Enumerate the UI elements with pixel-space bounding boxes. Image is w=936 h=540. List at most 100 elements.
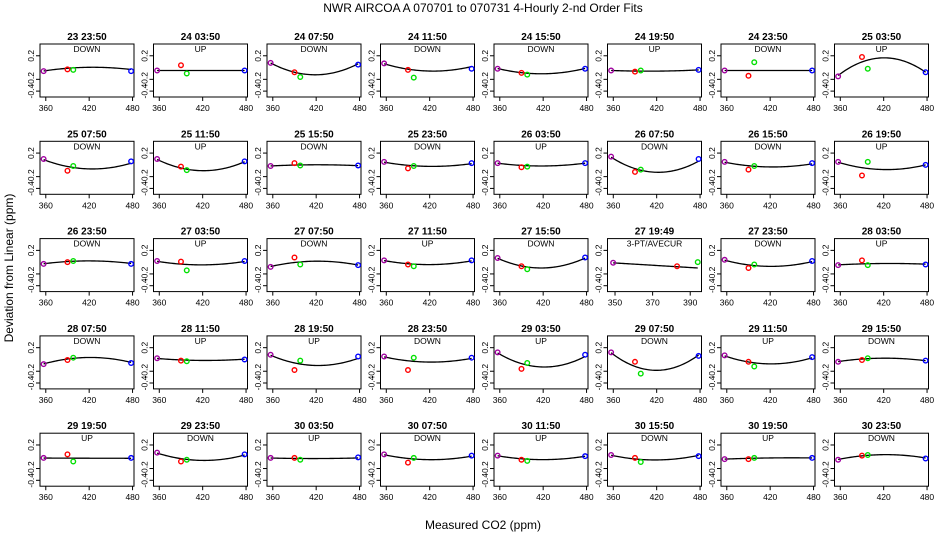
panel-mode-label: UP [195, 239, 207, 249]
data-point [241, 257, 248, 264]
y-tick-label: -0.4 [26, 473, 36, 488]
x-tick-label: 420 [650, 395, 664, 405]
y-tick-label: -0.2 [707, 364, 717, 379]
data-point [404, 261, 411, 268]
plot-frame [493, 432, 589, 487]
panel-mode-label: UP [195, 44, 207, 54]
fit-curve [270, 457, 359, 460]
data-point [835, 73, 842, 80]
y-tick-label: -0.4 [140, 278, 150, 293]
data-point [922, 161, 929, 168]
plot-frame [834, 140, 929, 195]
panel-mode-label: DOWN [641, 433, 668, 443]
y-tick-label: -0.4 [594, 375, 604, 390]
x-axis-label: Measured CO2 (ppm) [425, 518, 541, 532]
y-tick-label: 0.2 [821, 439, 831, 451]
plot-frame [266, 43, 362, 98]
data-point [922, 261, 929, 268]
y-tick-label: -0.2 [140, 72, 150, 87]
plot-frame [607, 335, 702, 390]
x-tick-label: 360 [152, 395, 166, 405]
data-point [494, 452, 501, 459]
x-tick-label: 420 [877, 298, 891, 308]
x-tick-label: 420 [82, 200, 96, 210]
data-point [64, 167, 71, 174]
y-tick-label: -0.4 [821, 473, 831, 488]
y-tick-label: 0.2 [707, 439, 717, 451]
plot-frame [607, 140, 702, 195]
data-point [241, 356, 248, 363]
data-point [404, 66, 411, 73]
y-tick-label: -0.4 [367, 84, 377, 99]
data-point [494, 65, 501, 72]
data-point [524, 266, 531, 273]
data-point [518, 69, 525, 76]
y-tick-label: -0.4 [253, 375, 263, 390]
x-tick-label: 360 [720, 200, 734, 210]
data-point [267, 59, 274, 66]
data-point [355, 262, 362, 269]
x-tick-label: 420 [423, 200, 437, 210]
x-tick-label: 420 [82, 492, 96, 502]
y-tick-label: 0.2 [707, 50, 717, 62]
data-point [468, 452, 475, 459]
y-tick-label: -0.4 [26, 278, 36, 293]
data-point [381, 257, 388, 264]
panel-title: 30 23:50 [862, 421, 902, 432]
y-tick-label: -0.4 [594, 84, 604, 99]
fit-curve [43, 260, 132, 265]
data-point [858, 257, 865, 264]
y-tick-label: -0.2 [253, 72, 263, 87]
y-tick-label: -0.4 [140, 181, 150, 196]
fit-curve [270, 260, 359, 268]
data-point [267, 454, 274, 461]
data-point [381, 451, 388, 458]
panel-mode-label: DOWN [755, 141, 782, 151]
x-tick-label: 360 [152, 298, 166, 308]
data-point [128, 260, 135, 267]
data-point [751, 261, 758, 268]
panel-title: 29 03:50 [521, 324, 561, 335]
y-tick-label: 0.2 [253, 439, 263, 451]
data-point [291, 367, 298, 374]
x-tick-label: 360 [606, 103, 620, 113]
fit-curve [383, 356, 472, 363]
fit-curve [497, 352, 586, 368]
data-point [745, 456, 752, 463]
x-tick-label: 360 [39, 298, 53, 308]
data-point [64, 357, 71, 364]
plot-frame [153, 335, 248, 390]
x-tick-label: 420 [763, 103, 777, 113]
data-point [297, 456, 304, 463]
panel-title: 29 15:50 [862, 324, 902, 335]
x-tick-label: 420 [309, 298, 323, 308]
data-point [70, 163, 77, 170]
x-tick-label: 360 [720, 103, 734, 113]
panel-title: 27 03:50 [181, 227, 221, 238]
panel-mode-label: UP [876, 44, 888, 54]
y-tick-label: 0.2 [821, 342, 831, 354]
x-tick-label: 360 [379, 395, 393, 405]
x-tick-label: 480 [352, 103, 366, 113]
x-tick-label: 360 [266, 200, 280, 210]
x-tick-label: 360 [379, 298, 393, 308]
x-tick-label: 420 [309, 492, 323, 502]
panel-title: 29 19:50 [67, 421, 107, 432]
panel-title: 29 07:50 [635, 324, 675, 335]
data-point [154, 355, 161, 362]
figure-title: NWR AIRCOA A 070701 to 070731 4-Hourly 2… [323, 1, 643, 15]
panel-title: 25 15:50 [294, 129, 334, 140]
y-tick-label: -0.4 [26, 181, 36, 196]
x-tick-label: 480 [466, 492, 480, 502]
data-point [183, 167, 190, 174]
y-tick-label: -0.4 [821, 278, 831, 293]
panel-mode-label: DOWN [641, 336, 668, 346]
x-tick-label: 480 [806, 395, 820, 405]
data-point [291, 160, 298, 167]
panel-mode-label: DOWN [414, 44, 441, 54]
data-point [297, 357, 304, 364]
